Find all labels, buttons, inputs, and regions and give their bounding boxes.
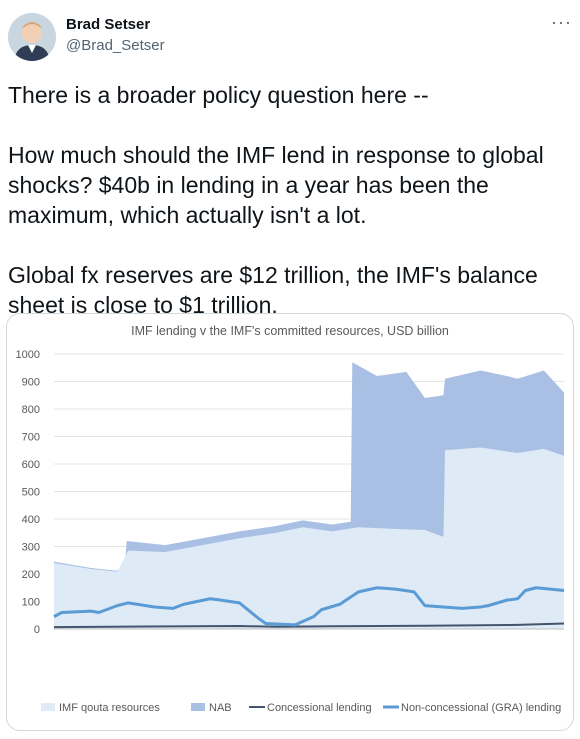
chart-title: IMF lending v the IMF's committed resour… bbox=[131, 324, 449, 338]
line-series-non-concessional-gra-lending bbox=[53, 586, 565, 627]
y-tick-label: 1000 bbox=[16, 349, 40, 361]
y-tick-label: 900 bbox=[22, 377, 40, 389]
y-tick-label: 400 bbox=[22, 514, 40, 526]
tweet-text: There is a broader policy question here … bbox=[8, 80, 568, 320]
chart: IMF lending v the IMF's committed resour… bbox=[7, 324, 565, 714]
legend-label: NAB bbox=[209, 702, 232, 714]
author-handle[interactable]: @Brad_Setser bbox=[66, 37, 165, 54]
area-series-imf-qouta-resources bbox=[54, 447, 564, 629]
more-options-icon[interactable]: ··· bbox=[551, 12, 572, 32]
tweet-paragraph: Global fx reserves are $12 trillion, the… bbox=[8, 262, 538, 318]
legend-label: IMF qouta resources bbox=[59, 702, 160, 714]
legend-swatch bbox=[191, 703, 205, 711]
y-tick-label: 500 bbox=[22, 487, 40, 499]
y-tick-label: 600 bbox=[22, 459, 40, 471]
author-name[interactable]: Brad Setser bbox=[66, 16, 151, 33]
tweet-paragraph: There is a broader policy question here … bbox=[8, 82, 429, 108]
legend-label: Non-concessional (GRA) lending bbox=[401, 702, 561, 714]
person-avatar-icon bbox=[8, 13, 56, 61]
legend-label: Concessional lending bbox=[267, 702, 372, 714]
y-tick-label: 0 bbox=[34, 624, 40, 636]
y-tick-label: 700 bbox=[22, 432, 40, 444]
y-tick-label: 800 bbox=[22, 404, 40, 416]
author-avatar[interactable] bbox=[8, 13, 56, 61]
tweet-paragraph: How much should the IMF lend in response… bbox=[8, 142, 544, 228]
legend-swatch bbox=[41, 703, 55, 711]
tweet-media-chart[interactable]: IMF lending v the IMF's committed resour… bbox=[6, 313, 574, 731]
y-tick-label: 300 bbox=[22, 542, 40, 554]
y-tick-label: 100 bbox=[22, 597, 40, 609]
line-series-concessional-lending bbox=[53, 622, 565, 629]
y-tick-label: 200 bbox=[22, 569, 40, 581]
